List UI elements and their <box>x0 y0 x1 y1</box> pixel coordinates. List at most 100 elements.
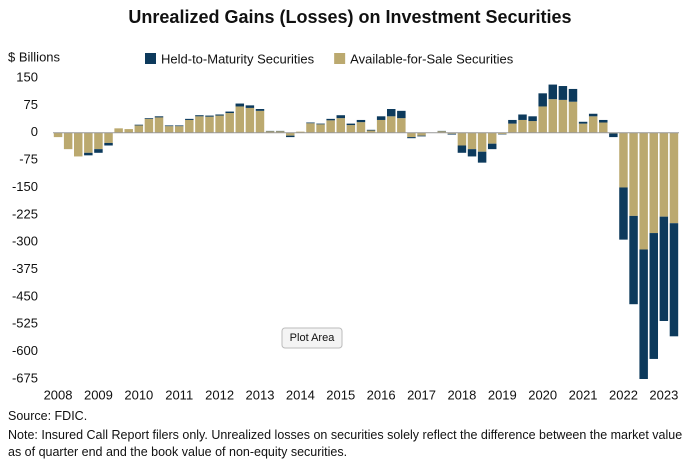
x-tick-label: 2015 <box>326 387 355 400</box>
bar <box>154 117 164 133</box>
bar <box>568 88 578 102</box>
bar <box>286 132 295 136</box>
bar <box>376 116 386 120</box>
y-tick-label: -75 <box>19 152 38 167</box>
bar <box>487 132 497 144</box>
bar <box>397 110 406 119</box>
x-tick-label: 2017 <box>407 387 436 400</box>
bar <box>619 132 628 188</box>
bar <box>104 132 113 143</box>
bar <box>336 118 345 133</box>
bar <box>588 116 598 133</box>
bar <box>134 124 144 126</box>
bar <box>215 115 224 133</box>
bar <box>53 132 63 138</box>
bar <box>387 116 396 133</box>
bar <box>215 114 224 116</box>
bar <box>508 119 517 124</box>
bar <box>629 215 638 305</box>
bar <box>649 132 658 234</box>
bar <box>548 99 558 133</box>
bar <box>255 109 265 111</box>
x-tick-label: 2008 <box>44 387 73 400</box>
bar <box>356 119 366 123</box>
bar <box>609 133 618 138</box>
bar <box>255 110 265 133</box>
bar <box>94 132 103 150</box>
bar <box>629 132 638 216</box>
bar <box>306 123 315 133</box>
y-tick-label: 75 <box>24 97 38 112</box>
bar <box>477 151 487 163</box>
bar <box>356 122 366 133</box>
bar <box>84 132 93 153</box>
bar <box>457 132 467 146</box>
bar <box>558 86 568 100</box>
bar <box>417 132 426 136</box>
y-tick-label: -150 <box>12 179 38 194</box>
bar <box>568 101 578 133</box>
x-tick-label: 2010 <box>124 387 153 400</box>
bar <box>639 249 648 379</box>
bar <box>578 121 588 124</box>
x-tick-label: 2009 <box>84 387 113 400</box>
y-tick-label: -600 <box>12 343 38 358</box>
bar <box>326 120 335 133</box>
bar <box>205 116 214 133</box>
bar <box>498 132 507 135</box>
y-tick-label: -450 <box>12 288 38 303</box>
tooltip: Plot Area <box>290 332 336 344</box>
bar <box>174 125 184 127</box>
bar <box>144 118 154 133</box>
bar <box>245 107 255 133</box>
bar <box>437 131 446 133</box>
bar <box>316 123 325 125</box>
bar <box>467 149 477 157</box>
y-tick-label: 0 <box>31 124 38 139</box>
bar <box>659 132 669 217</box>
bar <box>346 125 356 133</box>
bar <box>619 187 628 240</box>
chart-title: Unrealized Gains (Losses) on Investment … <box>128 7 571 27</box>
bar <box>286 135 295 138</box>
bar <box>185 119 194 133</box>
y-tick-label: 150 <box>16 69 38 84</box>
tooltip-box <box>281 327 343 349</box>
bar <box>417 135 426 137</box>
bar <box>599 119 608 123</box>
bar <box>457 145 467 153</box>
y-tick-label: -300 <box>12 234 38 249</box>
plot-area <box>53 84 679 379</box>
legend-swatch <box>334 53 346 64</box>
bar <box>205 115 214 117</box>
bar <box>94 149 103 153</box>
bar <box>376 119 386 133</box>
bar <box>296 131 305 133</box>
bar <box>164 126 174 133</box>
bar <box>528 121 537 133</box>
bar <box>195 115 204 117</box>
x-tick-label: 2013 <box>246 387 275 400</box>
y-tick-label: -225 <box>12 206 38 221</box>
bar <box>225 113 234 133</box>
note: Note: Insured Call Report filers only. U… <box>8 428 683 459</box>
bar <box>518 119 527 133</box>
bar <box>366 129 376 131</box>
chart: Unrealized Gains (Losses) on Investment … <box>8 7 679 402</box>
x-tick-label: 2011 <box>165 387 193 400</box>
bar <box>397 118 406 133</box>
bar <box>578 123 588 133</box>
bar <box>154 116 164 118</box>
bar <box>407 132 416 138</box>
bar <box>477 132 487 152</box>
bar <box>124 129 133 133</box>
bar <box>487 143 497 150</box>
y-tick-label: -525 <box>12 316 38 331</box>
bar <box>346 123 356 126</box>
bar <box>164 125 174 127</box>
bar <box>548 84 558 100</box>
bar <box>659 216 669 321</box>
bar <box>649 233 658 359</box>
bar <box>639 132 648 250</box>
bar <box>538 93 547 107</box>
